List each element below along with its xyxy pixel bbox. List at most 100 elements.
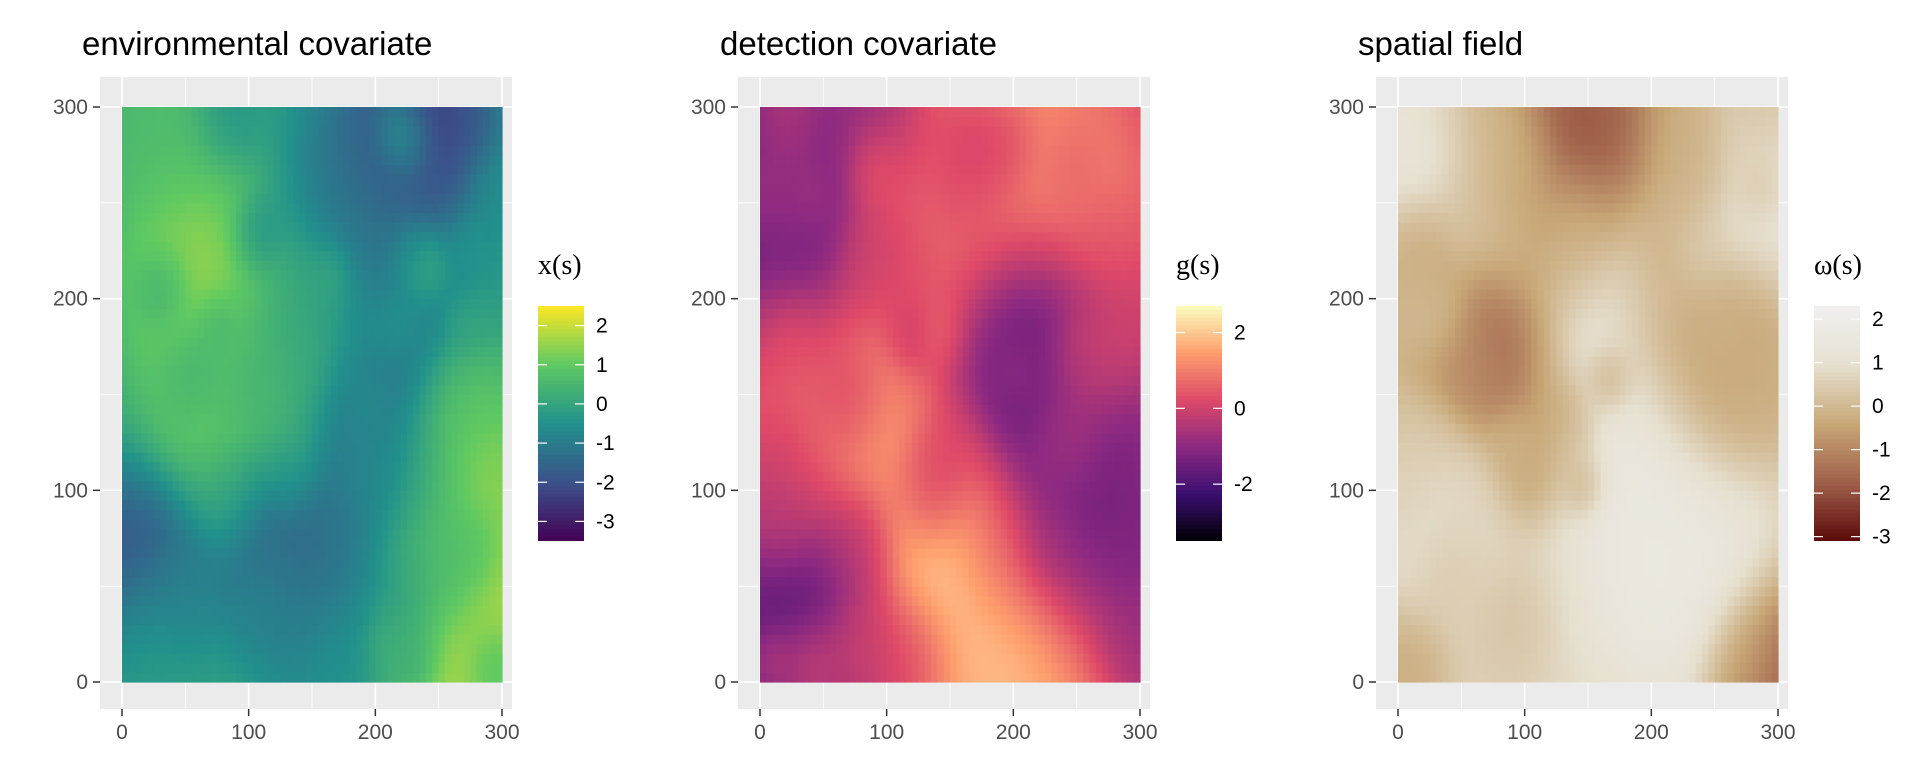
heatmap-cell	[766, 413, 774, 424]
heatmap-cell	[350, 567, 357, 578]
heatmap-cell	[343, 432, 351, 444]
heatmap-cell	[147, 586, 155, 597]
heatmap-cell	[451, 269, 459, 281]
heatmap-cell	[810, 327, 818, 338]
heatmap-cell	[204, 499, 212, 511]
heatmap-cell	[836, 327, 843, 338]
heatmap-cell	[286, 643, 294, 654]
heatmap-cell	[172, 499, 180, 511]
heatmap-cell	[369, 164, 376, 175]
heatmap-cell	[388, 413, 395, 424]
heatmap-cell	[229, 605, 237, 616]
heatmap-cell	[432, 241, 440, 252]
heatmap-cell	[476, 327, 484, 338]
heatmap-cell	[166, 528, 174, 539]
heatmap-cell	[356, 576, 364, 587]
heatmap-cell	[432, 614, 440, 626]
heatmap-cell	[760, 317, 767, 329]
heatmap-cell	[476, 509, 484, 520]
heatmap-cell	[191, 174, 199, 185]
heatmap-cell	[791, 653, 799, 664]
heatmap-cell	[356, 375, 364, 386]
heatmap-cell	[810, 413, 818, 424]
heatmap-cell	[476, 356, 484, 367]
heatmap-cell	[798, 145, 805, 156]
heatmap-cell	[375, 384, 383, 396]
heatmap-cell	[861, 269, 869, 281]
heatmap-cell	[848, 567, 856, 578]
heatmap-cell	[324, 308, 332, 319]
heatmap-cell	[413, 183, 421, 194]
heatmap-cell	[210, 662, 218, 674]
heatmap-cell	[823, 327, 831, 338]
heatmap-cell	[191, 442, 199, 453]
heatmap-cell	[134, 567, 142, 578]
heatmap-cell	[381, 346, 389, 357]
heatmap-cell	[400, 145, 408, 156]
heatmap-cell	[798, 135, 805, 146]
heatmap-cell	[331, 672, 338, 683]
heatmap-cell	[153, 365, 161, 376]
heatmap-cell	[766, 164, 774, 175]
heatmap-cell	[324, 327, 332, 338]
heatmap-cell	[331, 222, 338, 233]
heatmap-cell	[842, 538, 850, 549]
heatmap-cell	[407, 135, 414, 146]
y-tick-label: 0	[76, 671, 88, 694]
heatmap-cell	[343, 499, 351, 511]
heatmap-cell	[867, 365, 875, 376]
heatmap-cell	[432, 394, 440, 405]
heatmap-cell	[350, 241, 357, 252]
heatmap-cell	[236, 586, 243, 597]
heatmap-cell	[476, 672, 484, 683]
heatmap-cell	[407, 471, 414, 482]
heatmap-cell	[760, 432, 767, 444]
heatmap-cell	[836, 346, 843, 357]
heatmap-cell	[874, 202, 881, 214]
heatmap-cell	[255, 499, 262, 511]
colorbar-step	[538, 474, 584, 479]
heatmap-cell	[312, 231, 319, 242]
heatmap-cell	[426, 509, 433, 520]
heatmap-cell	[337, 317, 345, 329]
heatmap-cell	[223, 624, 231, 635]
heatmap-cell	[381, 528, 389, 539]
heatmap-cell	[299, 202, 307, 214]
heatmap-cell	[779, 576, 786, 587]
heatmap-cell	[122, 212, 129, 223]
heatmap-cell	[438, 662, 446, 674]
heatmap-cell	[394, 356, 402, 367]
heatmap-cell	[229, 193, 237, 204]
heatmap-cell	[848, 337, 856, 348]
heatmap-cell	[470, 576, 478, 587]
heatmap-cell	[128, 250, 136, 261]
heatmap-cell	[122, 624, 129, 635]
heatmap-cell	[153, 375, 161, 386]
heatmap-cell	[766, 538, 774, 549]
heatmap-cell	[236, 337, 243, 348]
heatmap-cell	[476, 183, 484, 194]
heatmap-cell	[153, 183, 161, 194]
heatmap-cell	[274, 327, 281, 338]
heatmap-cell	[369, 202, 376, 214]
heatmap-cell	[324, 490, 332, 501]
heatmap-cell	[426, 567, 433, 578]
heatmap-cell	[331, 327, 338, 338]
heatmap-cell	[223, 289, 231, 300]
heatmap-cell	[470, 624, 478, 635]
heatmap-cell	[779, 193, 786, 204]
heatmap-cell	[229, 154, 237, 166]
heatmap-cell	[495, 384, 503, 396]
heatmap-cell	[880, 308, 888, 319]
heatmap-cell	[495, 624, 503, 635]
heatmap-cell	[842, 135, 850, 146]
heatmap-cell	[848, 605, 856, 616]
heatmap-cell	[483, 337, 490, 348]
heatmap-cell	[760, 365, 767, 376]
heatmap-cell	[179, 375, 186, 386]
heatmap-cell	[267, 174, 275, 185]
heatmap-cell	[495, 260, 503, 271]
heatmap-cell	[394, 624, 402, 635]
heatmap-cell	[248, 164, 256, 175]
heatmap-cell	[134, 461, 142, 472]
